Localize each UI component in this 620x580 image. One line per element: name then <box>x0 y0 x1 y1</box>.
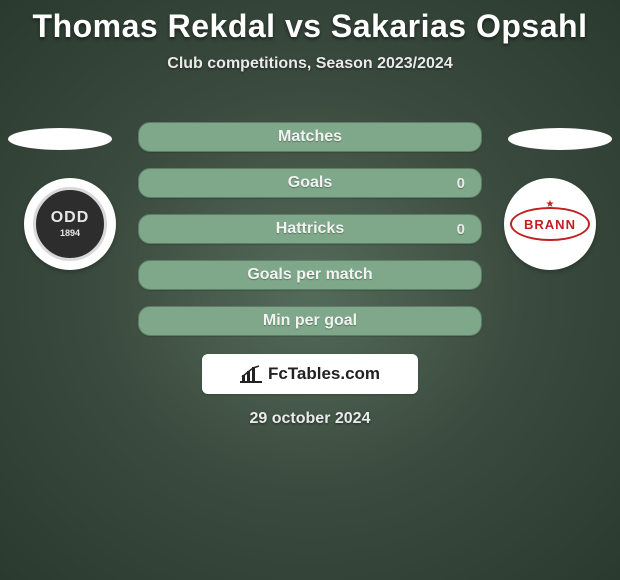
bar-value-right: 0 <box>457 175 465 192</box>
bar-label: Min per goal <box>263 312 357 330</box>
subtitle: Club competitions, Season 2023/2024 <box>0 55 620 73</box>
bar-goals-per-match: Goals per match <box>138 260 482 290</box>
player1-name: Thomas Rekdal <box>33 8 276 44</box>
odd-year: 1894 <box>60 228 80 238</box>
player2-name: Sakarias Opsahl <box>331 8 588 44</box>
bar-label: Hattricks <box>276 220 344 238</box>
stat-bars: Matches Goals 0 Hattricks 0 Goals per ma… <box>138 122 482 352</box>
bar-chart-icon <box>240 365 262 383</box>
club-logo-right: ★ BRANN <box>504 178 596 270</box>
decor-ellipse-right <box>508 128 612 150</box>
site-name: FcTables.com <box>268 364 380 384</box>
bar-matches: Matches <box>138 122 482 152</box>
decor-ellipse-left <box>8 128 112 150</box>
odd-name: ODD <box>51 210 90 226</box>
bar-min-per-goal: Min per goal <box>138 306 482 336</box>
club-logo-left: ODD 1894 <box>24 178 116 270</box>
odd-badge: ODD 1894 <box>33 187 107 261</box>
star-icon: ★ <box>546 199 555 210</box>
bar-value-right: 0 <box>457 221 465 238</box>
bar-goals: Goals 0 <box>138 168 482 198</box>
bar-label: Matches <box>278 128 342 146</box>
page-title: Thomas Rekdal vs Sakarias Opsahl <box>0 0 620 45</box>
date-label: 29 october 2024 <box>0 410 620 428</box>
brann-badge: ★ BRANN <box>510 207 590 241</box>
bar-hattricks: Hattricks 0 <box>138 214 482 244</box>
bar-label: Goals per match <box>247 266 372 284</box>
brann-name: BRANN <box>524 217 576 232</box>
site-badge: FcTables.com <box>202 354 418 394</box>
bar-label: Goals <box>288 174 332 192</box>
vs-label: vs <box>285 8 322 44</box>
